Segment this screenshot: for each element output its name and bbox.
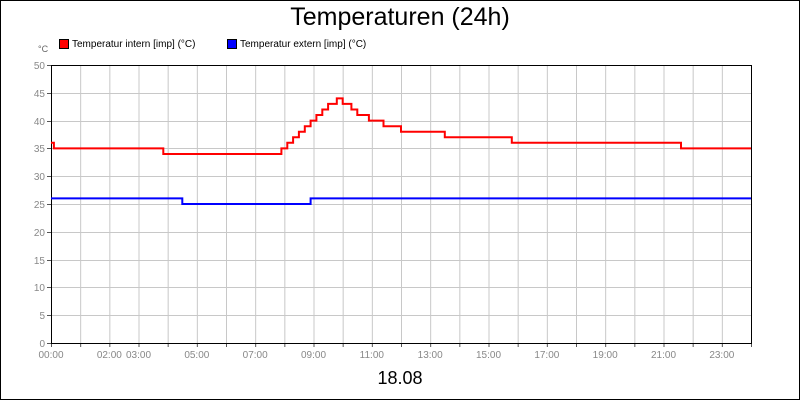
y-tick-label: 25 xyxy=(34,200,46,211)
y-tick-label: 35 xyxy=(34,144,46,155)
legend-item-intern: Temperatur intern [imp] (°C) xyxy=(59,39,195,50)
x-tick-label: 21:00 xyxy=(651,350,676,361)
legend-label-intern: Temperatur intern [imp] (°C) xyxy=(72,39,196,50)
plot-border xyxy=(51,65,752,344)
legend-swatch-intern xyxy=(59,39,69,50)
x-tick-label: 07:00 xyxy=(243,350,268,361)
y-tick-label: 50 xyxy=(34,61,46,72)
x-tick-label: 09:00 xyxy=(301,350,326,361)
x-axis-date-label: 18.08 xyxy=(377,368,423,388)
legend-item-extern: Temperatur extern [imp] (°C) xyxy=(227,39,366,50)
y-tick-label: 15 xyxy=(34,256,46,267)
chart-title: Temperaturen (24h) xyxy=(290,3,510,31)
x-tick-label: 02:00 xyxy=(97,350,122,361)
x-tick-label: 13:00 xyxy=(418,350,443,361)
y-tick-label: 5 xyxy=(39,311,45,322)
x-tick-label: 19:00 xyxy=(593,350,618,361)
y-tick-label: 45 xyxy=(34,89,46,100)
legend-swatch-extern xyxy=(227,39,237,50)
y-tick-label: 10 xyxy=(34,283,46,294)
y-tick-label: 40 xyxy=(34,117,46,128)
x-tick-label: 03:00 xyxy=(126,350,151,361)
x-tick-label: 00:00 xyxy=(38,350,63,361)
y-unit-label: °C xyxy=(38,44,49,54)
y-tick-label: 30 xyxy=(34,172,46,183)
y-tick-label: 20 xyxy=(34,228,46,239)
series-line-intern xyxy=(51,97,751,155)
x-tick-label: 17:00 xyxy=(534,350,559,361)
x-tick-label: 05:00 xyxy=(184,350,209,361)
y-tick-label: 0 xyxy=(39,339,45,350)
series-line-extern xyxy=(51,197,751,205)
x-tick-label: 11:00 xyxy=(360,350,385,361)
x-tick-label: 15:00 xyxy=(476,350,501,361)
x-tick-label: 23:00 xyxy=(709,350,734,361)
legend-label-extern: Temperatur extern [imp] (°C) xyxy=(240,39,367,50)
